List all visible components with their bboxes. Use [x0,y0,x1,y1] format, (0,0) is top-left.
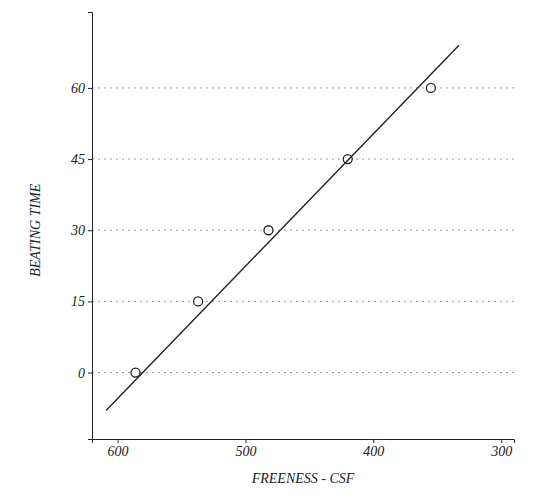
grid [92,88,514,373]
y-axis-title: BEATING TIME [28,183,43,277]
data-point [343,155,352,164]
axis-line [88,13,93,440]
tick-label: 600 [108,444,129,459]
fit-line [106,45,459,410]
data-point [194,297,203,306]
tick: 15 [71,294,92,309]
data-point [131,368,140,377]
tick-mark [88,301,92,302]
tick: 400 [363,439,384,459]
grid-line [92,372,514,373]
y-axis: 0 15 30 45 60 [70,13,93,440]
grid-line [92,301,514,302]
x-axis: 600 500 400 300 [93,439,515,459]
tick-mark [88,159,92,160]
tick-label: 60 [71,81,85,96]
x-axis-title: FREENESS - CSF [251,471,355,486]
marks [106,45,459,410]
tick: 30 [70,223,92,238]
tick-mark [373,439,374,443]
tick-mark [501,439,502,443]
tick-label: 0 [78,366,85,381]
grid-line [92,87,514,88]
grid-line [92,159,514,160]
tick-label: 500 [235,444,256,459]
axis-line [93,440,515,444]
tick: 300 [490,439,512,459]
tick: 60 [71,81,92,96]
tick-label: 45 [71,152,85,167]
tick-label: 300 [490,444,512,459]
tick-mark [118,439,119,443]
tick-mark [88,230,92,231]
tick-label: 15 [71,294,85,309]
tick-label: 400 [363,444,384,459]
tick: 600 [108,439,129,459]
tick-mark [88,88,92,89]
data-point [264,226,273,235]
tick: 500 [235,439,256,459]
grid-line [92,230,514,231]
data-point [426,83,435,92]
tick-mark [245,439,246,443]
tick: 0 [78,366,92,381]
tick-label: 30 [70,223,85,238]
tick-mark [88,373,92,374]
chart: 0 15 30 45 60 600 500 400 300 FREENESS - CSF BEATI… [0,0,536,497]
tick: 45 [71,152,92,167]
plot: 0 15 30 45 60 600 500 400 300 [70,13,515,459]
